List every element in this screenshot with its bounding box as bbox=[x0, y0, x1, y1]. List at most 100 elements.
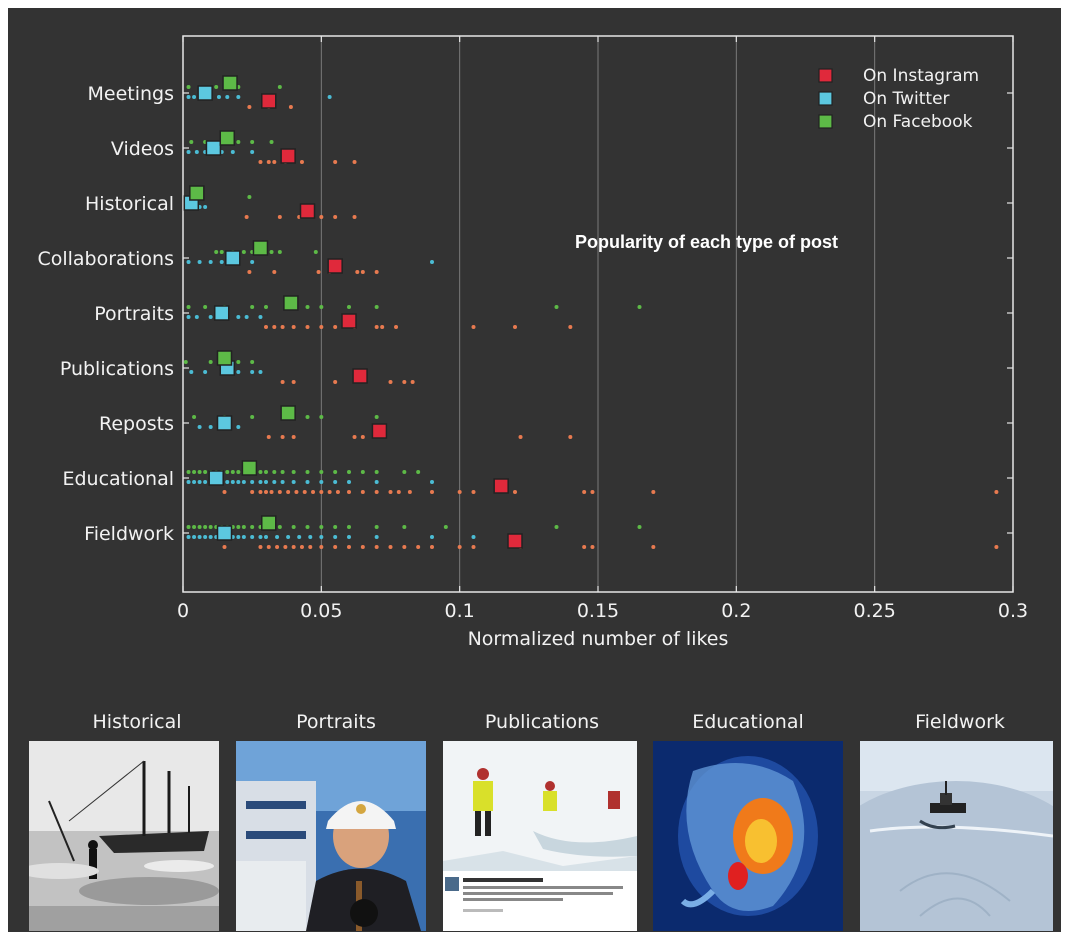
data-point bbox=[208, 525, 213, 529]
mean-marker bbox=[197, 85, 213, 101]
mean-marker bbox=[261, 515, 277, 531]
data-point bbox=[360, 470, 365, 474]
data-point bbox=[197, 260, 202, 264]
data-point bbox=[250, 260, 255, 264]
data-point bbox=[568, 325, 573, 329]
data-point bbox=[457, 545, 462, 549]
legend-swatch bbox=[818, 91, 833, 106]
data-point bbox=[250, 480, 255, 484]
data-point bbox=[352, 160, 357, 164]
data-point bbox=[319, 305, 324, 309]
data-point bbox=[272, 480, 277, 484]
data-point bbox=[186, 535, 191, 539]
mean-marker bbox=[493, 478, 509, 494]
data-point bbox=[244, 315, 249, 319]
data-point bbox=[208, 360, 213, 364]
data-point bbox=[203, 470, 208, 474]
data-point bbox=[277, 215, 282, 219]
data-point bbox=[291, 470, 296, 474]
data-point bbox=[250, 150, 255, 154]
data-point bbox=[186, 260, 191, 264]
data-point bbox=[247, 105, 252, 109]
data-point bbox=[250, 415, 255, 419]
mean-marker bbox=[213, 305, 230, 321]
data-point bbox=[283, 545, 288, 549]
data-point bbox=[269, 250, 274, 254]
data-point bbox=[194, 315, 199, 319]
data-point bbox=[258, 480, 263, 484]
data-point bbox=[410, 380, 415, 384]
data-point bbox=[280, 480, 285, 484]
data-point bbox=[186, 525, 191, 529]
data-point bbox=[280, 380, 285, 384]
mean-marker bbox=[352, 368, 368, 384]
data-point bbox=[305, 305, 310, 309]
legend-swatch bbox=[818, 114, 833, 129]
data-point bbox=[192, 415, 197, 419]
data-point bbox=[333, 525, 338, 529]
data-point bbox=[241, 250, 246, 254]
data-point bbox=[203, 525, 208, 529]
data-point bbox=[430, 260, 434, 264]
data-point bbox=[388, 490, 393, 494]
data-point bbox=[590, 545, 595, 549]
data-point bbox=[264, 325, 268, 329]
data-point bbox=[360, 545, 365, 549]
data-point bbox=[294, 490, 299, 494]
data-point bbox=[272, 470, 277, 474]
data-point bbox=[192, 535, 197, 539]
x-tick-label: 0.05 bbox=[300, 600, 342, 622]
data-point bbox=[266, 545, 271, 549]
data-point bbox=[197, 525, 202, 529]
mean-marker bbox=[189, 185, 205, 201]
data-point bbox=[266, 160, 271, 164]
data-point bbox=[319, 325, 324, 329]
data-point bbox=[407, 490, 412, 494]
data-point bbox=[280, 435, 285, 439]
data-point bbox=[277, 490, 282, 494]
data-point bbox=[374, 525, 379, 529]
data-point bbox=[457, 490, 462, 494]
data-point bbox=[214, 250, 219, 254]
data-point bbox=[319, 415, 324, 419]
mean-marker bbox=[241, 460, 258, 476]
data-point bbox=[402, 545, 407, 549]
data-point bbox=[333, 545, 338, 549]
data-point bbox=[266, 435, 271, 439]
data-point bbox=[554, 525, 559, 529]
data-point bbox=[192, 480, 197, 484]
data-point bbox=[305, 325, 310, 329]
data-point bbox=[280, 470, 285, 474]
y-category-label: Publications bbox=[60, 358, 174, 380]
data-point bbox=[347, 470, 351, 474]
thumbnail-label-publications: Publications bbox=[484, 711, 600, 733]
data-point bbox=[430, 545, 434, 549]
data-point bbox=[335, 490, 340, 494]
data-point bbox=[291, 325, 296, 329]
legend-label: On Twitter bbox=[863, 89, 950, 109]
legend-label: On Facebook bbox=[863, 112, 973, 132]
y-category-label: Meetings bbox=[87, 83, 174, 105]
data-point bbox=[333, 380, 338, 384]
data-point bbox=[286, 490, 291, 494]
likes-scatter-chart: 0 0.05 0.1 0.15 0.2 0.25 0.3 Meetings Videos His… bbox=[37, 35, 1028, 650]
data-point bbox=[347, 490, 351, 494]
data-point bbox=[236, 360, 241, 364]
mean-marker bbox=[216, 350, 233, 366]
data-point bbox=[316, 270, 321, 274]
data-point bbox=[347, 535, 351, 539]
data-point bbox=[186, 150, 191, 154]
data-point bbox=[194, 150, 199, 154]
data-point bbox=[186, 480, 191, 484]
data-point bbox=[236, 425, 241, 429]
data-point bbox=[230, 470, 235, 474]
data-point bbox=[258, 315, 263, 319]
data-point bbox=[297, 535, 302, 539]
data-point bbox=[319, 215, 324, 219]
data-point bbox=[275, 535, 280, 539]
data-point bbox=[443, 525, 448, 529]
x-tick-label: 0 bbox=[177, 600, 189, 622]
data-point bbox=[327, 95, 332, 99]
data-point bbox=[225, 480, 230, 484]
data-point bbox=[308, 535, 313, 539]
